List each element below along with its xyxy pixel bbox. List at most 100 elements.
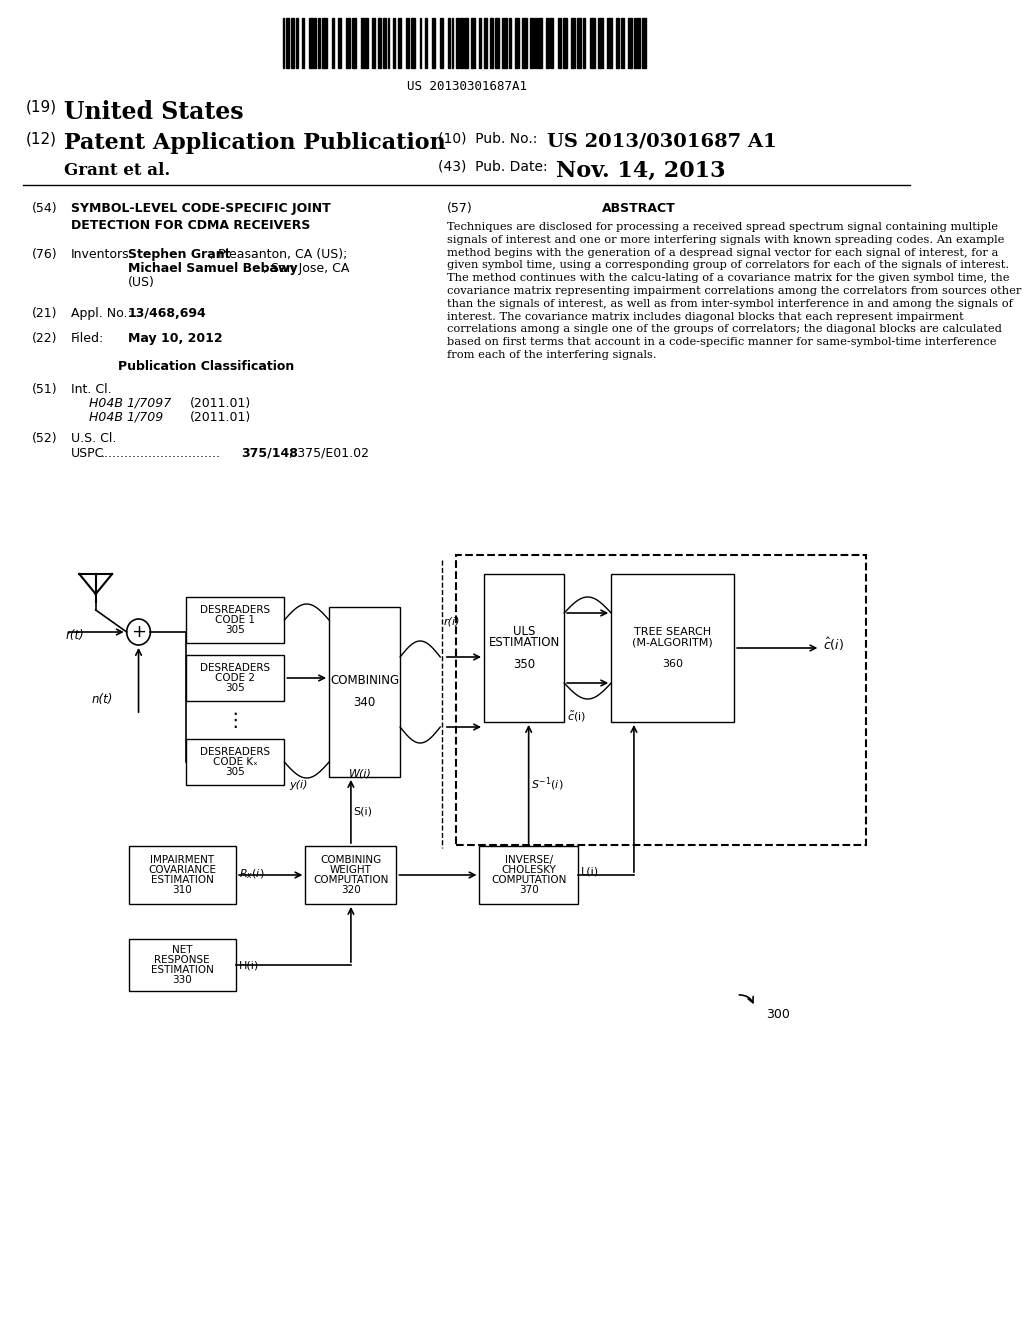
Text: Michael Samuel Bebawy: Michael Samuel Bebawy — [128, 261, 297, 275]
Bar — [398, 18, 401, 69]
Bar — [407, 18, 410, 69]
Bar — [431, 18, 435, 69]
Text: COMBINING: COMBINING — [330, 675, 399, 688]
Bar — [611, 574, 734, 722]
Text: United States: United States — [63, 100, 244, 124]
Bar — [471, 18, 475, 69]
Text: (51): (51) — [32, 383, 57, 396]
Text: Int. Cl.: Int. Cl. — [71, 383, 112, 396]
Bar — [535, 18, 537, 69]
Text: ULS: ULS — [513, 624, 536, 638]
Text: $S^{-1}(i)$: $S^{-1}(i)$ — [531, 775, 564, 793]
Bar — [302, 18, 304, 69]
Text: Patent Application Publication: Patent Application Publication — [63, 132, 445, 154]
Bar — [583, 18, 586, 69]
Bar — [296, 18, 298, 69]
Text: CODE 2: CODE 2 — [215, 673, 255, 682]
Bar — [291, 18, 294, 69]
Text: (54): (54) — [32, 202, 57, 215]
Bar — [484, 18, 487, 69]
Bar — [478, 18, 481, 69]
Bar — [388, 18, 389, 69]
Text: n(t): n(t) — [91, 693, 113, 706]
Text: ESTIMATION: ESTIMATION — [151, 965, 214, 975]
Bar — [622, 18, 624, 69]
Bar — [509, 18, 511, 69]
Text: H04B 1/709: H04B 1/709 — [89, 411, 164, 424]
Text: 350: 350 — [513, 657, 536, 671]
Text: (US): (US) — [128, 276, 155, 289]
Text: Publication Classification: Publication Classification — [119, 360, 295, 374]
Bar — [378, 18, 381, 69]
Bar — [529, 18, 532, 69]
Text: S(i): S(i) — [353, 807, 373, 817]
Bar — [332, 18, 334, 69]
Bar — [411, 18, 415, 69]
Bar — [546, 18, 549, 69]
Bar — [338, 18, 341, 69]
Text: (52): (52) — [32, 432, 57, 445]
Text: U.S. Cl.: U.S. Cl. — [71, 432, 117, 445]
Bar — [637, 18, 640, 69]
Text: W(i): W(i) — [348, 770, 372, 779]
Text: ESTIMATION: ESTIMATION — [151, 875, 214, 884]
Bar — [557, 18, 561, 69]
Text: ESTIMATION: ESTIMATION — [488, 636, 560, 649]
Bar — [456, 18, 459, 69]
Text: r(t): r(t) — [66, 630, 84, 643]
Text: US 20130301687A1: US 20130301687A1 — [407, 81, 526, 92]
Text: (19): (19) — [26, 100, 56, 115]
Bar — [539, 18, 542, 69]
Text: CODE 1: CODE 1 — [215, 615, 255, 624]
Bar — [634, 18, 636, 69]
Text: ; 375/E01.02: ; 375/E01.02 — [289, 447, 369, 459]
Bar — [629, 18, 633, 69]
Text: y(i): y(i) — [289, 780, 307, 789]
Text: (22): (22) — [32, 333, 57, 345]
Text: COVARIANCE: COVARIANCE — [148, 865, 216, 875]
Text: (2011.01): (2011.01) — [189, 397, 251, 411]
Text: Nov. 14, 2013: Nov. 14, 2013 — [556, 160, 725, 182]
Bar — [186, 655, 285, 701]
Bar — [515, 18, 519, 69]
Bar — [305, 846, 396, 904]
Text: $\hat{c}(i)$: $\hat{c}(i)$ — [823, 635, 844, 652]
Bar — [286, 18, 289, 69]
Text: ABSTRACT: ABSTRACT — [601, 202, 675, 215]
Bar — [439, 18, 442, 69]
Text: L(i): L(i) — [581, 867, 599, 876]
Bar — [563, 18, 567, 69]
Bar — [615, 18, 618, 69]
Text: ..............................: .............................. — [100, 447, 220, 459]
Text: May 10, 2012: May 10, 2012 — [128, 333, 222, 345]
Bar — [383, 18, 386, 69]
Text: 360: 360 — [663, 659, 683, 669]
Text: ⋮: ⋮ — [225, 710, 245, 730]
Bar — [522, 18, 527, 69]
Bar — [484, 574, 564, 722]
Text: Filed:: Filed: — [71, 333, 104, 345]
Text: Stephen Grant: Stephen Grant — [128, 248, 230, 261]
Text: (76): (76) — [32, 248, 57, 261]
Text: 13/468,694: 13/468,694 — [128, 308, 207, 319]
Bar — [571, 18, 575, 69]
Bar — [309, 18, 313, 69]
Text: 305: 305 — [225, 682, 245, 693]
Text: $\tilde{c}$(i): $\tilde{c}$(i) — [567, 710, 586, 723]
Bar — [578, 18, 581, 69]
Bar — [314, 18, 316, 69]
Text: NET: NET — [172, 945, 193, 954]
Bar — [360, 18, 364, 69]
Text: Appl. No.:: Appl. No.: — [71, 308, 132, 319]
Text: CHOLESKY: CHOLESKY — [501, 865, 556, 875]
Bar — [372, 18, 375, 69]
Bar — [317, 18, 321, 69]
Bar — [598, 18, 603, 69]
Text: , Pleasanton, CA (US);: , Pleasanton, CA (US); — [210, 248, 347, 261]
Text: RESPONSE: RESPONSE — [155, 954, 210, 965]
Bar — [452, 18, 454, 69]
Bar — [489, 18, 493, 69]
Bar — [456, 554, 866, 845]
Text: 305: 305 — [225, 767, 245, 777]
Text: DESREADERS: DESREADERS — [200, 605, 270, 615]
